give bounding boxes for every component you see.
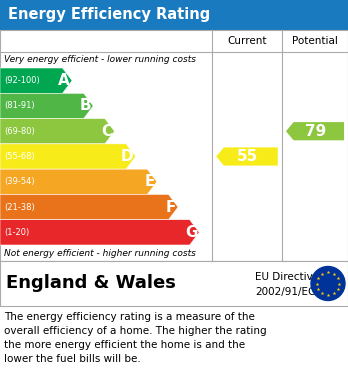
Text: F: F xyxy=(166,199,176,215)
Bar xyxy=(0,261,348,306)
Text: Energy Efficiency Rating: Energy Efficiency Rating xyxy=(8,7,210,23)
Text: D: D xyxy=(121,149,134,164)
Text: (21-38): (21-38) xyxy=(4,203,35,212)
Text: C: C xyxy=(101,124,112,139)
Text: Not energy efficient - higher running costs: Not energy efficient - higher running co… xyxy=(4,249,196,258)
Text: (55-68): (55-68) xyxy=(4,152,35,161)
Text: A: A xyxy=(58,73,70,88)
Text: Current: Current xyxy=(227,36,267,46)
Text: 55: 55 xyxy=(237,149,258,164)
Text: (1-20): (1-20) xyxy=(4,228,29,237)
Text: G: G xyxy=(185,225,197,240)
Text: Potential: Potential xyxy=(292,36,338,46)
Bar xyxy=(0,30,348,261)
Polygon shape xyxy=(0,68,72,93)
Polygon shape xyxy=(286,122,344,140)
Text: 2002/91/EC: 2002/91/EC xyxy=(255,287,315,297)
Polygon shape xyxy=(0,194,178,220)
Text: EU Directive: EU Directive xyxy=(255,272,319,282)
Polygon shape xyxy=(0,144,136,169)
Text: Very energy efficient - lower running costs: Very energy efficient - lower running co… xyxy=(4,56,196,65)
Bar xyxy=(0,0,348,30)
Text: B: B xyxy=(80,99,91,113)
Circle shape xyxy=(311,267,345,301)
Text: England & Wales: England & Wales xyxy=(6,274,176,292)
Text: (39-54): (39-54) xyxy=(4,177,34,186)
Polygon shape xyxy=(0,220,199,245)
Text: The energy efficiency rating is a measure of the
overall efficiency of a home. T: The energy efficiency rating is a measur… xyxy=(4,312,267,364)
Text: 79: 79 xyxy=(305,124,326,139)
Polygon shape xyxy=(216,147,278,166)
Text: (92-100): (92-100) xyxy=(4,76,40,85)
Polygon shape xyxy=(0,169,157,194)
Text: (69-80): (69-80) xyxy=(4,127,35,136)
Text: (81-91): (81-91) xyxy=(4,101,34,110)
Polygon shape xyxy=(0,93,93,118)
Text: E: E xyxy=(144,174,155,189)
Polygon shape xyxy=(0,118,114,144)
